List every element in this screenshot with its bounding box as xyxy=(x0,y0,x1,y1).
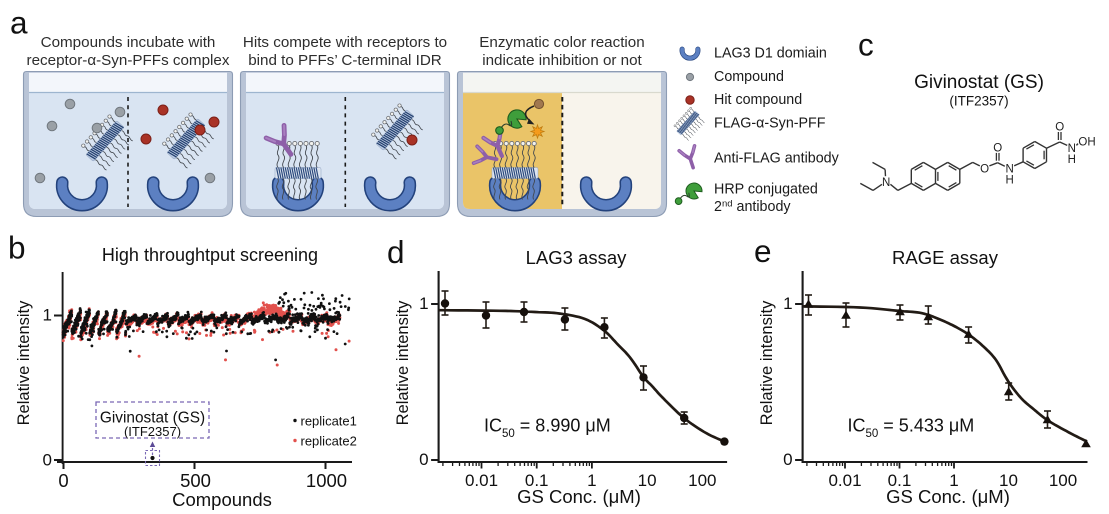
svg-text:Givinostat (GS): Givinostat (GS) xyxy=(100,410,205,427)
svg-text:Compound: Compound xyxy=(714,69,784,85)
svg-text:Anti-FLAG antibody: Anti-FLAG antibody xyxy=(714,151,840,167)
svg-text:(ITF2357): (ITF2357) xyxy=(949,94,1008,109)
svg-text:LAG3 assay: LAG3 assay xyxy=(526,247,628,268)
svg-text:0.1: 0.1 xyxy=(525,471,549,490)
svg-text:e: e xyxy=(754,233,772,269)
svg-text:d: d xyxy=(387,234,405,270)
svg-text:GS Conc. (μM): GS Conc. (μM) xyxy=(886,486,1010,507)
svg-text:O: O xyxy=(980,163,989,175)
svg-text:Compounds incubate with: Compounds incubate with xyxy=(41,34,216,51)
svg-text:replicate2: replicate2 xyxy=(301,434,357,449)
svg-text:RAGE assay: RAGE assay xyxy=(892,247,999,268)
svg-text:500: 500 xyxy=(180,470,211,491)
svg-text:1: 1 xyxy=(949,471,958,490)
svg-text:H: H xyxy=(1005,175,1013,187)
svg-text:1: 1 xyxy=(587,471,596,490)
svg-text:N: N xyxy=(1068,143,1076,155)
svg-text:FLAG-α-Syn-PFF: FLAG-α-Syn-PFF xyxy=(714,116,826,132)
svg-text:10: 10 xyxy=(638,471,657,490)
svg-text:OH: OH xyxy=(1078,136,1095,148)
svg-text:0: 0 xyxy=(419,450,428,469)
svg-text:10: 10 xyxy=(999,471,1018,490)
svg-text:0.01: 0.01 xyxy=(828,471,861,490)
svg-text:Hits compete with receptors to: Hits compete with receptors to xyxy=(243,34,447,51)
svg-text:0: 0 xyxy=(58,470,68,491)
svg-text:1: 1 xyxy=(783,294,792,313)
svg-text:c: c xyxy=(858,27,874,63)
svg-text:Givinostat (GS): Givinostat (GS) xyxy=(914,72,1044,93)
svg-text:Enzymatic color reaction: Enzymatic color reaction xyxy=(479,34,644,51)
svg-text:replicate1: replicate1 xyxy=(301,414,357,429)
svg-text:b: b xyxy=(8,230,26,266)
svg-text:1: 1 xyxy=(419,294,428,313)
svg-text:Relative intensity: Relative intensity xyxy=(394,300,412,425)
svg-text:Compounds: Compounds xyxy=(172,489,272,510)
svg-text:receptor-α-Syn-PFFs complex: receptor-α-Syn-PFFs complex xyxy=(27,52,230,69)
svg-text:indicate inhibition or not: indicate inhibition or not xyxy=(482,52,642,69)
svg-text:0.1: 0.1 xyxy=(888,471,912,490)
svg-text:O: O xyxy=(993,143,1002,155)
svg-text:High throughtput screening: High throughtput screening xyxy=(102,245,318,265)
svg-text:0: 0 xyxy=(783,450,792,469)
svg-text:1000: 1000 xyxy=(306,470,347,491)
svg-text:O: O xyxy=(1055,122,1064,134)
svg-text:Hit compound: Hit compound xyxy=(714,92,802,108)
svg-text:1: 1 xyxy=(43,306,52,325)
svg-text:100: 100 xyxy=(688,471,716,490)
svg-text:Relative intensity: Relative intensity xyxy=(758,300,776,425)
svg-text:2nd antibody: 2nd antibody xyxy=(714,199,791,216)
svg-text:H: H xyxy=(1068,154,1076,166)
svg-text:N: N xyxy=(882,177,890,189)
svg-text:0.01: 0.01 xyxy=(465,471,498,490)
svg-text:HRP conjugated: HRP conjugated xyxy=(714,182,818,198)
svg-text:(ITF2357): (ITF2357) xyxy=(124,424,181,439)
svg-text:0: 0 xyxy=(43,451,52,470)
svg-text:LAG3 D1 domiain: LAG3 D1 domiain xyxy=(714,46,827,62)
svg-text:100: 100 xyxy=(1049,471,1077,490)
svg-text:a: a xyxy=(10,5,28,41)
svg-text:N: N xyxy=(1005,164,1013,176)
svg-text:bind to PFFs’ C-terminal IDR: bind to PFFs’ C-terminal IDR xyxy=(248,52,442,69)
svg-text:Relative intensity: Relative intensity xyxy=(15,300,33,425)
svg-text:GS Conc. (μM): GS Conc. (μM) xyxy=(517,486,641,507)
